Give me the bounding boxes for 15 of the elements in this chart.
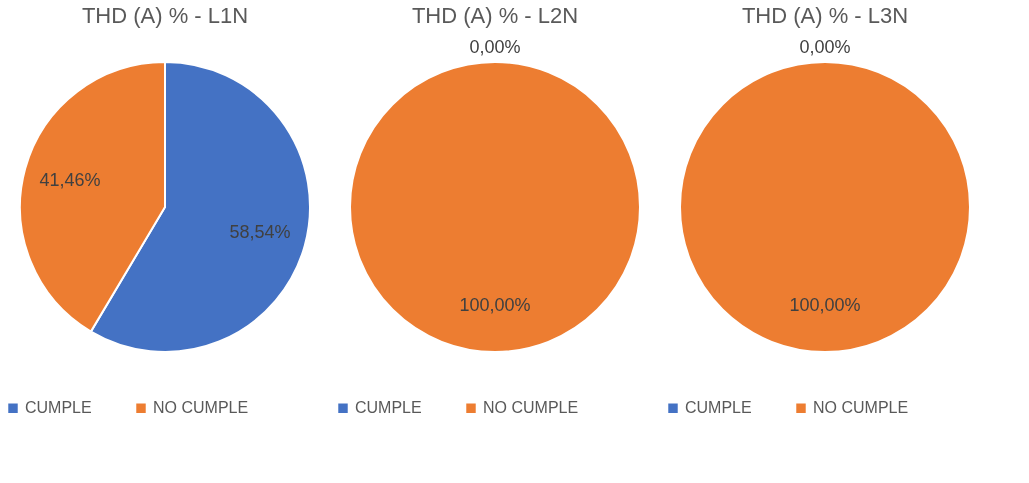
text: 0,00%	[469, 37, 521, 57]
legend-label: CUMPLE	[355, 399, 422, 417]
legend-label: NO CUMPLE	[153, 399, 249, 417]
data-label: 100,00%	[789, 294, 861, 315]
legend-label: CUMPLE	[685, 399, 752, 417]
text: 0,00%	[799, 37, 851, 57]
data-label: 100,00%	[459, 294, 531, 315]
legend-label: NO CUMPLE	[483, 399, 579, 417]
data-label: 58,54%	[229, 222, 291, 243]
legend-label: CUMPLE	[25, 399, 92, 417]
chart-title: THD (A) % - L1N	[81, 3, 249, 28]
chart-title: THD (A) % - L3N	[741, 3, 909, 28]
chart-title: THD (A) % - L2N	[411, 3, 579, 28]
data-label: 41,46%	[39, 169, 101, 190]
legend-label: NO CUMPLE	[813, 399, 909, 417]
